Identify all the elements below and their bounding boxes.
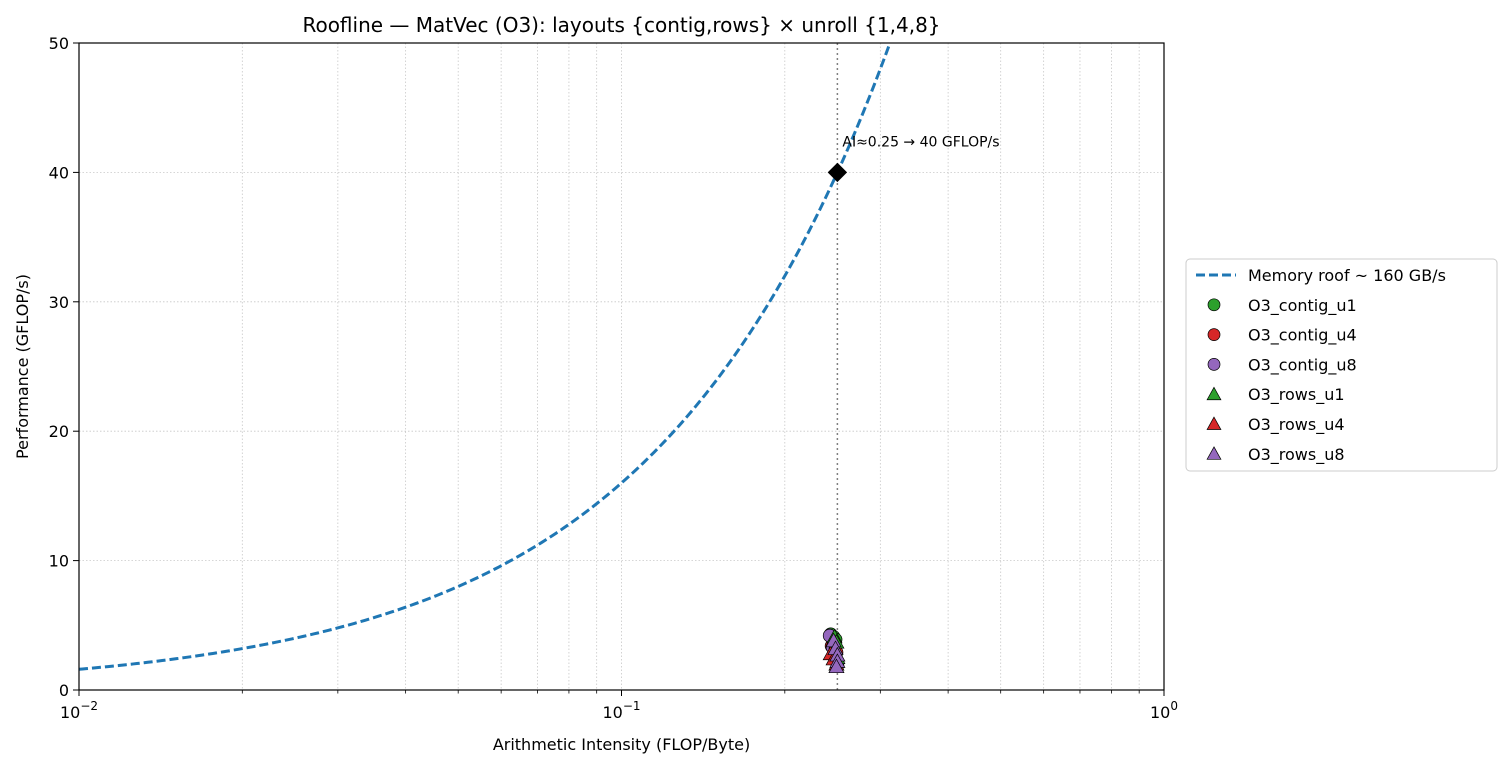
- x-axis-title: Arithmetic Intensity (FLOP/Byte): [493, 735, 750, 754]
- x-tick-label: 10−2: [60, 699, 98, 722]
- y-tick-label: 40: [49, 163, 69, 182]
- legend-label: O3_contig_u1: [1248, 296, 1357, 316]
- legend-marker: [1206, 386, 1222, 401]
- annotation-layer: AI≈0.25 → 40 GFLOP/s: [827, 134, 1000, 183]
- data-point: [828, 658, 845, 674]
- x-tick-label: 10−1: [602, 699, 640, 722]
- legend-marker: [1207, 298, 1221, 312]
- y-tick-label: 30: [49, 293, 69, 312]
- y-axis-title: Performance (GFLOP/s): [13, 274, 32, 459]
- legend-label: O3_rows_u1: [1248, 385, 1345, 405]
- annotation-marker: [827, 162, 848, 183]
- legend-label: O3_contig_u4: [1248, 326, 1357, 346]
- y-tick-label: 10: [49, 552, 69, 571]
- legend-marker: [1207, 358, 1221, 371]
- chart-title: Roofline — MatVec (O3): layouts {contig,…: [302, 13, 940, 37]
- legend-label: O3_rows_u8: [1248, 445, 1345, 465]
- legend-marker: [1206, 446, 1222, 460]
- axis-ticks: 10−2 10−1 100 0 10 20 30 40 50: [49, 34, 1178, 722]
- legend: Memory roof ~ 160 GB/s O3_contig_u1 O3_con…: [1185, 258, 1498, 472]
- series-O3_rows_u8: [825, 632, 846, 674]
- x-tick-label: 100: [1150, 699, 1178, 722]
- legend-marker: [1207, 328, 1221, 341]
- data-points: [822, 627, 846, 674]
- legend-label: O3_contig_u8: [1248, 355, 1357, 375]
- legend-label: O3_rows_u4: [1248, 415, 1345, 435]
- memory-roof-line: [78, 42, 892, 671]
- y-tick-label: 0: [59, 681, 69, 700]
- y-tick-label: 20: [49, 422, 69, 441]
- roof-layer: [78, 42, 892, 671]
- legend-label: Memory roof ~ 160 GB/s: [1248, 266, 1446, 285]
- legend-marker: [1206, 416, 1222, 430]
- grid: [78, 42, 1164, 691]
- legend-box: [1185, 258, 1498, 472]
- y-tick-label: 50: [49, 34, 69, 53]
- annotation-label: AI≈0.25 → 40 GFLOP/s: [842, 134, 999, 150]
